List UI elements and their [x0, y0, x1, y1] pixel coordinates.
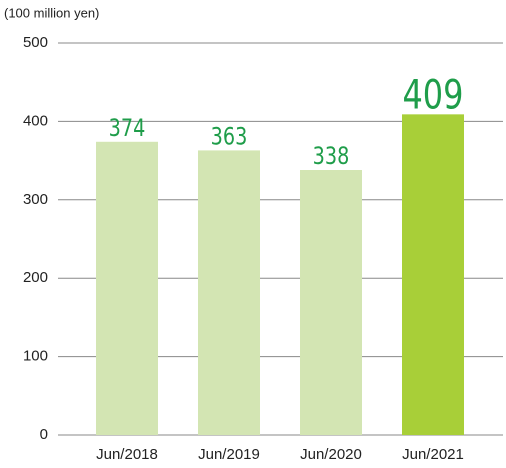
- x-tick-label: Jun/2019: [198, 446, 260, 463]
- value-label: 409: [402, 71, 463, 118]
- x-tick-label: Jun/2020: [300, 446, 362, 463]
- x-tick-label: Jun/2021: [402, 446, 464, 463]
- y-tick-label: 100: [23, 348, 48, 365]
- bar: [96, 141, 158, 435]
- y-tick-label: 400: [23, 112, 48, 129]
- bar: [402, 114, 464, 436]
- x-tick-label: Jun/2018: [96, 446, 158, 463]
- bar: [300, 170, 362, 435]
- bar: [198, 150, 260, 435]
- y-tick-label: 500: [23, 34, 48, 51]
- y-axis-label: (100 million yen): [4, 5, 99, 20]
- y-tick-label: 0: [40, 426, 48, 443]
- y-tick-label: 200: [23, 269, 48, 286]
- y-tick-label: 300: [23, 191, 48, 208]
- value-label: 338: [313, 143, 350, 171]
- value-label: 363: [211, 123, 248, 151]
- value-label: 374: [109, 115, 146, 143]
